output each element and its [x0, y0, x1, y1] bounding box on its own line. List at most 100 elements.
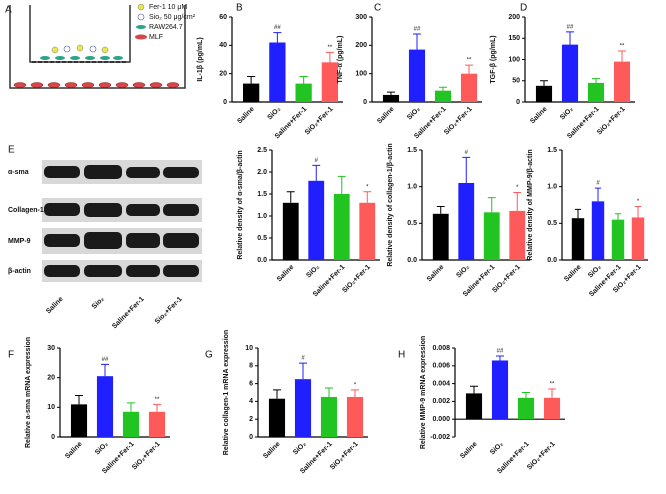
error-bar — [412, 33, 422, 50]
y-tick-label: 0 — [51, 434, 55, 441]
y-tick-label: 0.008 — [432, 345, 450, 352]
panel-label: G — [205, 350, 213, 361]
error-bar — [324, 387, 334, 397]
error-bar — [521, 392, 531, 398]
significance: * — [366, 184, 369, 190]
legend-icon — [136, 25, 146, 29]
x-tick-label: SiO₂ — [94, 441, 110, 457]
band-label: α-sma — [8, 169, 29, 176]
blot-bands — [42, 160, 202, 282]
y-tick-label: 2.0 — [257, 169, 267, 176]
insert — [29, 5, 131, 63]
error-bar — [614, 213, 622, 220]
bar — [613, 61, 631, 102]
y-tick-label: 1.5 — [257, 191, 267, 198]
x-tick-label: Saline — [236, 106, 256, 126]
error-bar — [574, 208, 582, 219]
y-tick-label: 10 — [47, 404, 55, 411]
error-bar — [591, 78, 601, 83]
bar — [543, 397, 561, 420]
error-bar — [487, 197, 496, 213]
y-tick-label: 100 — [355, 71, 367, 78]
bar — [509, 210, 526, 260]
significance: ** — [467, 58, 472, 64]
y-axis-label: TGF-β (pg/mL) — [490, 35, 497, 83]
y-tick-label: 0.0 — [407, 257, 417, 264]
significance: ## — [414, 27, 421, 33]
bar-chart: 0.0 0.5 1.0 1.5 Relative density of MMP-9/β-… — [527, 147, 648, 298]
y-tick-label: 0.000 — [432, 416, 450, 423]
outer-well — [9, 5, 186, 89]
y-tick-label: 0.0 — [547, 257, 557, 264]
y-axis-label: TNF-α (pg/mL) — [337, 36, 344, 84]
error-bar — [547, 388, 557, 398]
significance: # — [301, 356, 305, 362]
y-tick-label: 1.5 — [547, 147, 557, 154]
x-tick-label: Saline — [563, 264, 583, 284]
y-tick-label: 300 — [355, 14, 367, 21]
bar — [122, 411, 140, 437]
schematic: A Fer-1 10 μM Sio₂ 50 μg/cm² RAW264.7 ML… — [5, 3, 196, 89]
bar — [294, 379, 312, 437]
error-bar — [438, 86, 448, 91]
lane-label: Sio₂ — [91, 296, 106, 311]
y-tick-label: 10 — [245, 345, 253, 352]
x-tick-label: SiO₂ — [587, 264, 603, 280]
legend-icon — [135, 34, 147, 40]
error-bar — [350, 389, 360, 397]
error-bar — [273, 32, 282, 43]
significance: ## — [567, 24, 574, 30]
y-tick-label: 20 — [47, 375, 55, 382]
bar — [491, 360, 509, 420]
significance: # — [465, 150, 469, 156]
y-tick-label: 0 — [363, 99, 367, 106]
bar — [465, 393, 483, 420]
panel-label: D — [520, 3, 527, 14]
x-tick-label: SiO₂ — [266, 106, 282, 122]
bar — [460, 73, 478, 102]
mlf-cells — [13, 82, 180, 88]
y-tick-label: 0.004 — [432, 380, 450, 387]
error-bar — [126, 402, 136, 412]
bar — [571, 218, 585, 260]
y-tick-label: 0 — [516, 99, 520, 106]
y-axis-label: Relative a-sma mRNA expression — [25, 337, 32, 448]
significance: ## — [497, 349, 504, 355]
error-bar — [152, 403, 162, 412]
y-axis-label: Relative density of MMP-9/β-actin — [527, 149, 534, 260]
y-tick-label: 0.0 — [257, 257, 267, 264]
fer-1-dots — [51, 44, 109, 54]
lane-label: Saline+Fer-1 — [111, 296, 146, 331]
bar — [70, 404, 88, 437]
panel-label: B — [236, 3, 243, 14]
error-bar — [299, 76, 308, 84]
x-tick-label: SiO₂+Fer-1 — [443, 106, 474, 137]
error-bar — [337, 175, 346, 194]
bar-chart: G 0 2 4 6 8 10 Relative collagen-1 mRNA express… — [205, 330, 368, 475]
significance: ** — [155, 397, 160, 403]
y-tick-label: 0.5 — [257, 235, 267, 242]
legend-text: Sio₂ 50 μg/cm² — [149, 14, 196, 21]
y-tick-label: 4 — [249, 398, 253, 405]
error-bar — [617, 50, 627, 62]
significance: * — [637, 199, 640, 205]
significance: * — [354, 382, 357, 388]
y-tick-label: 0 — [223, 99, 227, 106]
bar — [269, 42, 286, 102]
bar — [591, 201, 605, 260]
y-tick-label: 0 — [249, 434, 253, 441]
y-tick-label: 30 — [47, 345, 55, 352]
y-tick-label: 150 — [508, 35, 520, 42]
legend-text: RAW264.7 — [149, 24, 183, 31]
bar-chart: H -0.002 0.000 0.002 0.004 0.006 0.008 Relative… — [398, 336, 565, 475]
x-tick-label: SiO₂ — [455, 264, 471, 280]
sio2-dots — [63, 45, 97, 53]
bar — [561, 44, 579, 102]
error-bar — [386, 91, 396, 95]
legend-text: MLF — [149, 34, 163, 41]
bar — [148, 411, 166, 437]
band-label: MMP-9 — [8, 238, 31, 245]
bar — [483, 212, 500, 260]
error-bar — [594, 187, 602, 202]
